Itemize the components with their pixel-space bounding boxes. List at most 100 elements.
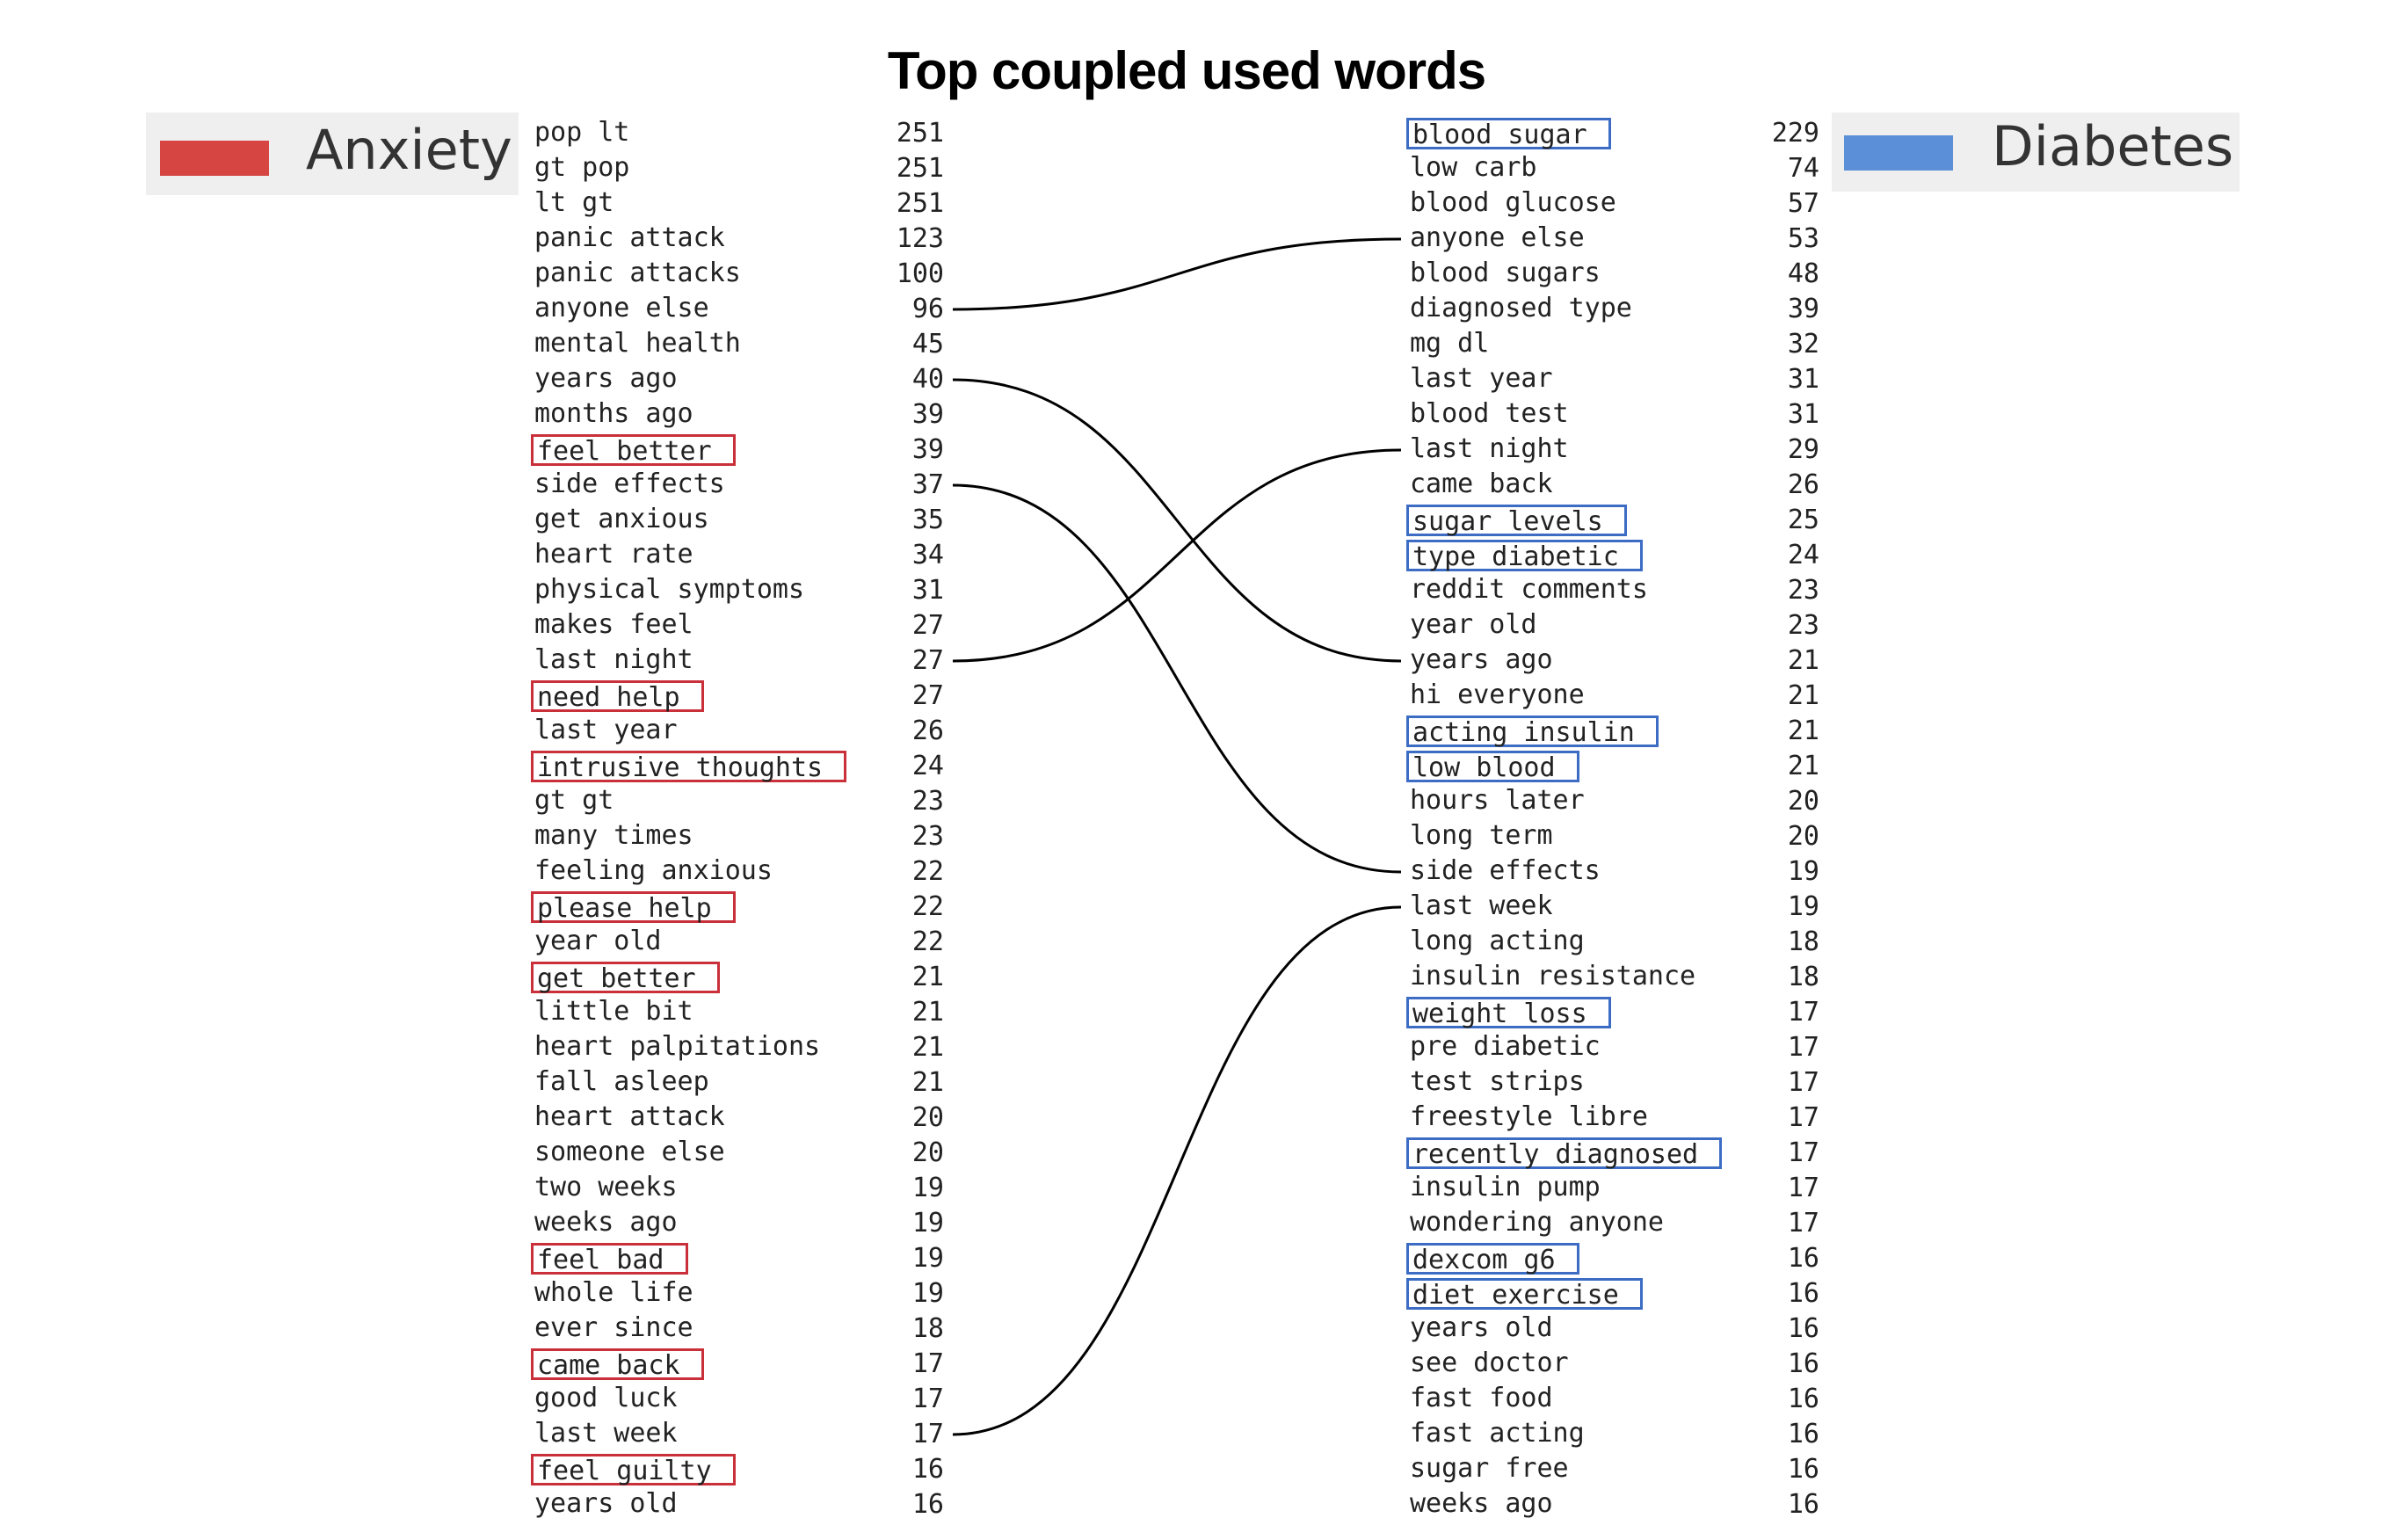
- anxiety-term: please help: [531, 891, 736, 924]
- diabetes-count: 17: [1787, 1137, 1819, 1168]
- diabetes-row: pre diabetic 17: [1406, 1030, 1819, 1065]
- anxiety-count: 23: [911, 821, 944, 852]
- diabetes-row: recently diagnosed 17: [1406, 1136, 1819, 1171]
- diabetes-term: hours later: [1410, 785, 1585, 816]
- anxiety-row: get better 21: [531, 960, 944, 995]
- diabetes-row: last year 31: [1406, 362, 1819, 397]
- anxiety-term: intrusive thoughts: [531, 751, 847, 783]
- diabetes-term: mg dl: [1410, 328, 1490, 359]
- anxiety-count: 100: [896, 258, 944, 289]
- anxiety-term: feel guilty: [531, 1454, 736, 1486]
- anxiety-row: whole life 19: [531, 1276, 944, 1311]
- diabetes-row: side effects 19: [1406, 854, 1819, 890]
- diabetes-term: blood sugars: [1410, 258, 1601, 288]
- diabetes-count: 16: [1787, 1384, 1819, 1414]
- anxiety-row: came back 17: [531, 1347, 944, 1382]
- anxiety-row: many times 23: [531, 819, 944, 854]
- anxiety-term: physical symptoms: [534, 574, 805, 605]
- diabetes-term: low blood: [1406, 751, 1579, 783]
- anxiety-count: 96: [911, 294, 944, 324]
- diabetes-count: 16: [1787, 1419, 1819, 1449]
- anxiety-row: fall asleep 21: [531, 1065, 944, 1101]
- diabetes-term: see doctor: [1410, 1348, 1569, 1378]
- diabetes-row: low blood 21: [1406, 749, 1819, 784]
- anxiety-term: many times: [534, 820, 693, 851]
- anxiety-count: 22: [911, 926, 944, 957]
- diabetes-count: 17: [1787, 1067, 1819, 1098]
- anxiety-term: lt gt: [534, 187, 614, 218]
- anxiety-term: last week: [534, 1418, 678, 1449]
- diabetes-count: 29: [1787, 434, 1819, 465]
- diabetes-term: last year: [1410, 363, 1553, 394]
- anxiety-count: 22: [911, 856, 944, 887]
- diabetes-row: long acting 18: [1406, 925, 1819, 960]
- anxiety-count: 21: [911, 1032, 944, 1063]
- diabetes-row: reddit comments 23: [1406, 573, 1819, 608]
- diabetes-count: 26: [1787, 469, 1819, 500]
- anxiety-term: feel better: [531, 434, 736, 467]
- anxiety-term: feeling anxious: [534, 855, 773, 886]
- anxiety-term: panic attacks: [534, 258, 741, 288]
- diabetes-term: recently diagnosed: [1406, 1137, 1723, 1170]
- diabetes-row: blood sugars 48: [1406, 257, 1819, 292]
- diabetes-count: 39: [1787, 294, 1819, 324]
- diabetes-term: blood glucose: [1410, 187, 1616, 218]
- diabetes-count: 19: [1787, 856, 1819, 887]
- diabetes-row: wondering anyone 17: [1406, 1206, 1819, 1241]
- legend-diabetes-label: Diabetes: [1992, 114, 2234, 178]
- diabetes-count: 23: [1787, 575, 1819, 606]
- diabetes-row: hi everyone 21: [1406, 679, 1819, 714]
- anxiety-term: need help: [531, 680, 704, 713]
- anxiety-term: years ago: [534, 363, 678, 394]
- anxiety-row: side effects 37: [531, 468, 944, 503]
- diabetes-row: sugar levels 25: [1406, 503, 1819, 538]
- diabetes-term: fast food: [1410, 1383, 1553, 1413]
- anxiety-count: 24: [911, 751, 944, 781]
- diabetes-term: fast acting: [1410, 1418, 1585, 1449]
- diabetes-count: 32: [1787, 329, 1819, 360]
- anxiety-row: please help 22: [531, 890, 944, 925]
- anxiety-term: heart attack: [534, 1101, 725, 1132]
- diabetes-count: 23: [1787, 610, 1819, 641]
- diabetes-count: 16: [1787, 1313, 1819, 1344]
- legend-anxiety: Anxiety: [146, 113, 519, 195]
- anxiety-term: someone else: [534, 1137, 725, 1167]
- diabetes-row: low carb 74: [1406, 151, 1819, 186]
- diabetes-row: weight loss 17: [1406, 995, 1819, 1030]
- anxiety-term: months ago: [534, 398, 693, 429]
- diabetes-count: 20: [1787, 786, 1819, 817]
- anxiety-term: gt gt: [534, 785, 614, 816]
- coupling-link: [952, 483, 1402, 874]
- diabetes-term: year old: [1410, 609, 1537, 640]
- diabetes-term: pre diabetic: [1410, 1031, 1601, 1062]
- diabetes-term: hi everyone: [1410, 679, 1585, 710]
- anxiety-row: anyone else 96: [531, 292, 944, 327]
- diabetes-count: 21: [1787, 716, 1819, 746]
- diabetes-row: fast food 16: [1406, 1382, 1819, 1417]
- diabetes-count: 16: [1787, 1348, 1819, 1379]
- diabetes-count: 16: [1787, 1454, 1819, 1485]
- diabetes-count: 16: [1787, 1489, 1819, 1520]
- diabetes-row: last week 19: [1406, 890, 1819, 925]
- diabetes-row: sugar free 16: [1406, 1452, 1819, 1487]
- anxiety-count: 18: [911, 1313, 944, 1344]
- diabetes-count: 31: [1787, 399, 1819, 430]
- anxiety-term: came back: [531, 1348, 704, 1381]
- anxiety-count: 17: [911, 1419, 944, 1449]
- anxiety-row: last night 27: [531, 643, 944, 679]
- diabetes-count: 17: [1787, 1208, 1819, 1239]
- anxiety-row: years ago 40: [531, 362, 944, 397]
- anxiety-count: 17: [911, 1348, 944, 1379]
- anxiety-count: 23: [911, 786, 944, 817]
- diabetes-row: acting insulin 21: [1406, 714, 1819, 749]
- anxiety-count: 19: [911, 1243, 944, 1274]
- anxiety-row: year old 22: [531, 925, 944, 960]
- diabetes-term: blood test: [1410, 398, 1569, 429]
- anxiety-row: heart palpitations 21: [531, 1030, 944, 1065]
- anxiety-term: mental health: [534, 328, 741, 359]
- anxiety-count: 123: [896, 223, 944, 254]
- diabetes-row: diet exercise 16: [1406, 1276, 1819, 1311]
- diabetes-count: 17: [1787, 1032, 1819, 1063]
- diabetes-row: anyone else 53: [1406, 222, 1819, 257]
- anxiety-row: gt pop 251: [531, 151, 944, 186]
